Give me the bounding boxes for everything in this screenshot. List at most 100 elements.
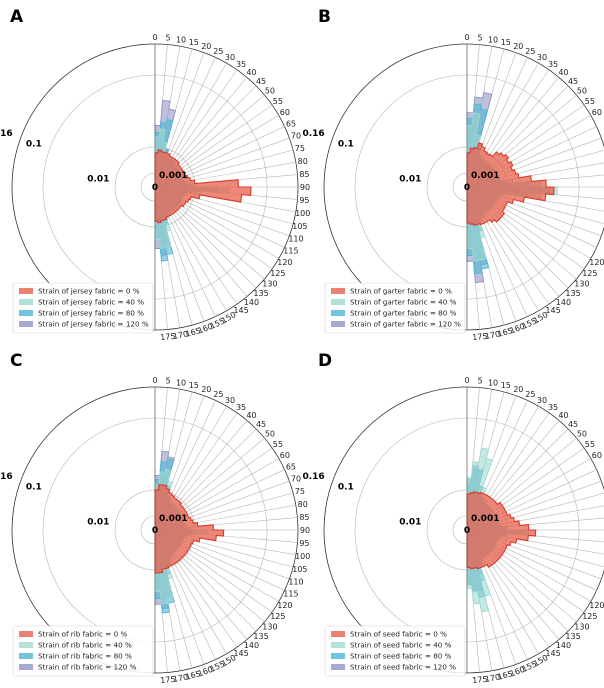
legend-swatch [19, 288, 33, 294]
angle-tick-label: 135 [565, 289, 580, 298]
legend-swatch [19, 653, 33, 659]
legend-label: Strain of garter fabric = 40 % [350, 298, 457, 307]
angle-tick-label: 30 [225, 53, 235, 62]
legend-swatch [19, 310, 33, 316]
polar-panel-b: B0 5 10 15 202530354045505560120125130135140… [302, 7, 604, 342]
angle-tick-label: 45 [256, 420, 266, 429]
angle-tick-label: 45 [568, 77, 578, 86]
legend-swatch [331, 299, 345, 305]
angle-tick-label: 0 [464, 376, 469, 385]
legend-label: Strain of rib fabric = 0 % [38, 630, 127, 639]
angle-tick-label: 55 [273, 97, 283, 106]
angle-tick-label: 125 [582, 612, 597, 621]
series-area-0 [154, 149, 252, 224]
angle-tick-label: 130 [262, 622, 277, 631]
angle-tick-label: 165 [185, 326, 202, 339]
angle-tick-label: 170 [172, 329, 189, 341]
angle-tick-label: 10 [176, 35, 186, 44]
legend-label: Strain of rib fabric = 40 % [38, 641, 132, 650]
angle-tick-label: 75 [295, 487, 305, 496]
angle-tick-label: 115 [283, 246, 298, 255]
radial-tick-label: 0.001 [471, 514, 499, 524]
legend-box [12, 625, 154, 677]
angle-tick-label: 45 [256, 77, 266, 86]
legend-label: Strain of seed fabric = 40 % [350, 641, 452, 650]
angle-tick-label: 10 [488, 378, 498, 387]
polar-panel-c: C0 5 10 15 202530354045505560657075808590951… [0, 351, 310, 685]
radial-tick-label: 0.16 [302, 129, 324, 139]
angle-tick-label: 30 [537, 396, 547, 405]
polar-panel-d: D0 5 10 15 202530354045505560120125130135140… [302, 351, 604, 685]
angle-tick-label: 85 [299, 513, 309, 522]
angle-tick-label: 170 [172, 672, 189, 684]
radial-tick-label: 0.16 [302, 472, 324, 482]
radial-tick-label: 0.001 [471, 171, 499, 181]
legend-swatch [331, 321, 345, 327]
angle-tick-label: 25 [213, 47, 223, 56]
angle-tick-label: 95 [299, 196, 309, 205]
angle-tick-label: 20 [513, 385, 523, 394]
angle-tick-label: 140 [556, 641, 571, 650]
legend-label: Strain of seed fabric = 120 % [350, 663, 456, 672]
legend-swatch [331, 310, 345, 316]
angle-tick-label: 25 [525, 47, 535, 56]
angle-tick-label: 5 [166, 377, 171, 386]
angle-tick-label: 140 [244, 298, 259, 307]
angle-tick-label: 35 [548, 403, 558, 412]
angle-tick-label: 45 [568, 420, 578, 429]
angle-tick-label: 65 [286, 120, 296, 129]
angle-tick-label: 110 [288, 234, 303, 243]
angle-tick-label: 5 [478, 34, 483, 43]
angle-tick-label: 120 [589, 258, 604, 267]
angle-tick-label: 175 [472, 332, 488, 342]
angle-tick-label: 60 [280, 451, 290, 460]
angle-tick-label: 125 [582, 269, 597, 278]
angle-tick-label: 70 [291, 475, 301, 484]
polar-panel-a: A0 5 10 15 202530354045505560657075808590951… [0, 7, 310, 342]
legend-swatch [19, 664, 33, 670]
radial-tick-label: 0 [464, 183, 470, 193]
angle-tick-label: 175 [160, 675, 176, 685]
angle-tick-label: 90 [300, 183, 310, 192]
angle-tick-label: 30 [537, 53, 547, 62]
angle-tick-label: 95 [299, 539, 309, 548]
legend-swatch [19, 299, 33, 305]
angle-tick-label: 40 [558, 68, 568, 77]
angle-tick-label: 35 [548, 60, 558, 69]
angle-tick-label: 145 [545, 306, 560, 315]
radial-tick-label: 0.01 [87, 174, 109, 184]
angle-tick-label: 170 [484, 329, 501, 341]
angle-tick-label: 110 [288, 577, 303, 586]
angle-tick-label: 25 [213, 390, 223, 399]
angle-tick-label: 105 [292, 565, 307, 574]
angle-tick-label: 40 [246, 411, 256, 420]
legend-box [324, 625, 466, 677]
angle-tick-label: 145 [233, 306, 248, 315]
angle-tick-label: 50 [265, 87, 275, 96]
legend-swatch [19, 631, 33, 637]
angle-tick-label: 120 [589, 601, 604, 610]
angle-tick-label: 15 [189, 38, 199, 47]
legend-label: Strain of rib fabric = 80 % [38, 652, 132, 661]
angle-tick-label: 135 [253, 632, 268, 641]
angle-tick-label: 120 [277, 601, 292, 610]
angle-tick-label: 75 [295, 144, 305, 153]
angle-tick-label: 55 [273, 440, 283, 449]
legend-box [12, 282, 154, 334]
angle-tick-label: 175 [472, 675, 488, 685]
angle-tick-label: 135 [565, 632, 580, 641]
angle-tick-label: 105 [292, 222, 307, 231]
panel-label: D [318, 351, 332, 371]
radial-tick-label: 0 [152, 526, 158, 536]
legend-label: Strain of jersey fabric = 80 % [38, 309, 144, 318]
angle-tick-label: 60 [280, 108, 290, 117]
angle-tick-label: 170 [484, 672, 501, 684]
angle-tick-label: 0 [152, 376, 157, 385]
angle-tick-label: 10 [176, 378, 186, 387]
radial-tick-label: 0.01 [399, 517, 421, 527]
angle-tick-label: 35 [236, 403, 246, 412]
angle-tick-label: 145 [545, 649, 560, 658]
angle-tick-label: 50 [577, 87, 587, 96]
legend-label: Strain of jersey fabric = 0 % [38, 287, 140, 296]
